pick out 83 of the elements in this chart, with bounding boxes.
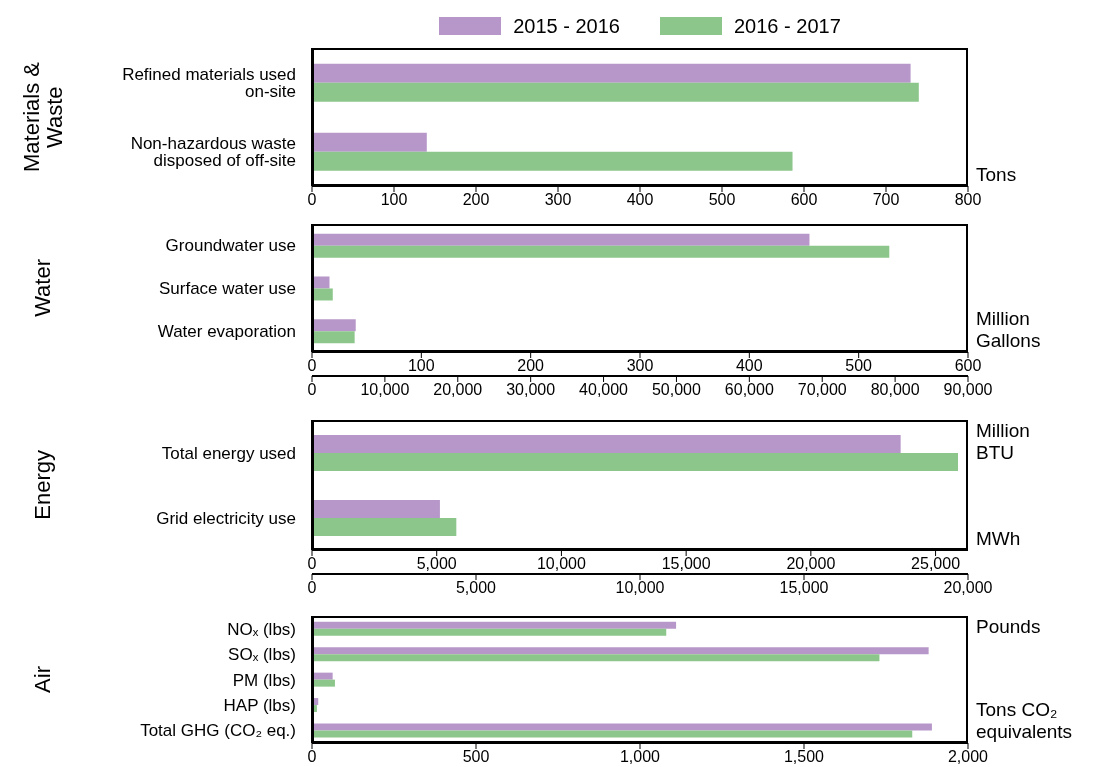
bar <box>312 647 929 655</box>
text: Tons CO₂ equivalents <box>976 699 1073 743</box>
x2-tick-label: 0 <box>307 381 317 399</box>
x-tick-label: 15,000 <box>661 555 711 573</box>
bar <box>312 628 667 636</box>
y-axis-title: Materials & Waste <box>18 61 67 175</box>
x-tick-label: 400 <box>735 357 763 375</box>
bar <box>312 679 335 687</box>
x2-tick-label: 20,000 <box>433 381 483 399</box>
x-tick-label: 500 <box>462 748 490 766</box>
x-tick-label: 25,000 <box>911 555 961 573</box>
bar <box>312 331 355 344</box>
bar <box>312 319 356 332</box>
y-axis-title: Air <box>30 666 56 693</box>
x2-tick-label: 0 <box>307 579 317 597</box>
x-tick-label: 300 <box>626 357 654 375</box>
y-tick-label: Total energy used <box>161 443 296 463</box>
text: Million BTU <box>976 420 1030 464</box>
x-tick-label: 0 <box>307 748 317 766</box>
x-tick-label: 600 <box>790 191 818 209</box>
x2-tick-label: 10,000 <box>360 381 410 399</box>
y-tick-label: SOₓ (lbs) <box>228 645 296 665</box>
y-tick-label: Grid electricity use <box>156 508 296 528</box>
bar <box>312 621 677 629</box>
bar <box>312 132 427 152</box>
x-tick-label: 300 <box>544 191 572 209</box>
text: Million Gallons <box>976 308 1041 352</box>
legend-label: 2016 - 2017 <box>734 14 841 38</box>
x-tick-label: 0 <box>307 191 317 209</box>
y-tick-label: PM (lbs) <box>232 670 296 690</box>
x-tick-label: 500 <box>845 357 873 375</box>
x-tick-label: 2,000 <box>947 748 989 766</box>
x-tick-label: 600 <box>954 357 982 375</box>
x-tick-label: 20,000 <box>786 555 836 573</box>
x-tick-label: 10,000 <box>536 555 586 573</box>
text: MWh <box>976 528 1021 550</box>
x-tick-label: 0 <box>307 555 317 573</box>
y-tick-label: Refined materials used on-site <box>122 65 296 102</box>
x-tick-label: 0 <box>307 357 317 375</box>
x-tick-label: 100 <box>380 191 408 209</box>
x2-tick-label: 50,000 <box>651 381 702 399</box>
y-tick-label: NOₓ (lbs) <box>227 619 296 639</box>
x-tick-label: 5,000 <box>416 555 457 573</box>
x2-tick-label: 15,000 <box>779 579 829 597</box>
y-axis-title: Energy <box>30 450 56 520</box>
x-tick-label: 200 <box>517 357 545 375</box>
x-tick-label: 400 <box>626 191 654 209</box>
y-tick-label: Surface water use <box>158 279 296 299</box>
bar <box>312 245 890 258</box>
bar <box>312 288 333 301</box>
x-tick-label: 500 <box>708 191 736 209</box>
bar <box>312 82 919 102</box>
y-axis-title: Water <box>30 259 56 317</box>
legend-label: 2015 - 2016 <box>513 14 620 38</box>
bar <box>312 233 810 246</box>
x-tick-label: 200 <box>462 191 490 209</box>
x2-tick-label: 80,000 <box>870 381 920 399</box>
bar <box>312 63 911 83</box>
x2-tick-label: 70,000 <box>797 381 847 399</box>
x-tick-label: 700 <box>872 191 900 209</box>
x-tick-label: 800 <box>954 191 982 209</box>
bar <box>312 151 793 171</box>
text: Tons <box>976 164 1017 186</box>
x2-tick-label: 90,000 <box>943 381 993 399</box>
x2-tick-label: 10,000 <box>615 579 665 597</box>
x-tick-label: 100 <box>407 357 435 375</box>
x-tick-label: 1,000 <box>619 748 661 766</box>
y-tick-label: Water evaporation <box>157 321 296 341</box>
y-tick-label: Total GHG (CO₂ eq.) <box>140 721 296 741</box>
text: Pounds <box>976 616 1041 638</box>
x2-tick-label: 60,000 <box>724 381 774 399</box>
bar <box>312 654 880 662</box>
x2-tick-label: 5,000 <box>455 579 497 597</box>
x2-tick-label: 20,000 <box>943 579 993 597</box>
y-tick-label: HAP (lbs) <box>223 695 296 715</box>
x-tick-label: 1,500 <box>783 748 825 766</box>
x2-tick-label: 30,000 <box>506 381 556 399</box>
y-tick-label: Non-hazardous waste disposed of off-site <box>130 134 296 171</box>
x2-tick-label: 40,000 <box>579 381 629 399</box>
bar <box>312 723 932 731</box>
y-tick-label: Groundwater use <box>165 236 296 256</box>
bar <box>312 672 333 680</box>
bar <box>312 730 913 738</box>
